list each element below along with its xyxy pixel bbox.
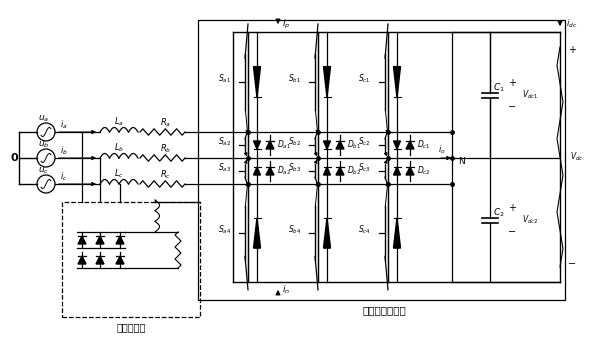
Text: $S_{c2}$: $S_{c2}$ bbox=[358, 136, 371, 148]
Polygon shape bbox=[406, 167, 414, 175]
Text: $L_c$: $L_c$ bbox=[114, 168, 124, 180]
Text: N: N bbox=[458, 158, 465, 167]
Text: $D_{a1}$: $D_{a1}$ bbox=[277, 139, 291, 151]
Polygon shape bbox=[394, 66, 401, 97]
Polygon shape bbox=[116, 236, 124, 244]
Polygon shape bbox=[254, 141, 260, 149]
Text: +: + bbox=[508, 203, 516, 213]
Text: $S_{b1}$: $S_{b1}$ bbox=[288, 73, 301, 85]
Polygon shape bbox=[406, 141, 414, 149]
Text: $u_a$: $u_a$ bbox=[38, 114, 50, 124]
Text: $i_a$: $i_a$ bbox=[60, 118, 68, 131]
Polygon shape bbox=[96, 236, 104, 244]
Polygon shape bbox=[323, 66, 331, 97]
Polygon shape bbox=[254, 167, 260, 175]
Text: $S_{c1}$: $S_{c1}$ bbox=[358, 73, 371, 85]
Polygon shape bbox=[336, 167, 344, 175]
Text: $R_a$: $R_a$ bbox=[160, 117, 171, 129]
Text: $i_n$: $i_n$ bbox=[282, 284, 290, 296]
Text: $i_o$: $i_o$ bbox=[438, 144, 446, 156]
Text: $D_{b2}$: $D_{b2}$ bbox=[347, 165, 361, 177]
Text: $V_{dc}$: $V_{dc}$ bbox=[570, 151, 583, 163]
Text: $i_c$: $i_c$ bbox=[60, 170, 68, 183]
Text: 0: 0 bbox=[10, 153, 18, 163]
Text: $S_{b4}$: $S_{b4}$ bbox=[288, 224, 301, 236]
Polygon shape bbox=[254, 218, 260, 248]
Text: $S_{a3}$: $S_{a3}$ bbox=[218, 162, 231, 174]
Text: $S_{c3}$: $S_{c3}$ bbox=[358, 162, 371, 174]
Text: $S_{b3}$: $S_{b3}$ bbox=[288, 162, 301, 174]
Text: $S_{a1}$: $S_{a1}$ bbox=[218, 73, 231, 85]
Polygon shape bbox=[394, 167, 401, 175]
Text: $R_b$: $R_b$ bbox=[160, 143, 171, 155]
Polygon shape bbox=[323, 218, 331, 248]
Text: $V_{dc2}$: $V_{dc2}$ bbox=[522, 214, 538, 226]
Text: $D_{c2}$: $D_{c2}$ bbox=[417, 165, 431, 177]
Text: $i_{dc}$: $i_{dc}$ bbox=[566, 18, 577, 30]
Bar bbox=[198, 20, 565, 300]
Text: −: − bbox=[508, 102, 516, 112]
Text: $D_{a2}$: $D_{a2}$ bbox=[277, 165, 291, 177]
Text: $u_c$: $u_c$ bbox=[38, 166, 50, 176]
Polygon shape bbox=[254, 66, 260, 97]
Polygon shape bbox=[266, 141, 274, 149]
Text: 有源电力滤波器: 有源电力滤波器 bbox=[362, 305, 406, 315]
Text: $D_{b1}$: $D_{b1}$ bbox=[347, 139, 361, 151]
Text: −: − bbox=[568, 259, 576, 269]
Text: $S_{a2}$: $S_{a2}$ bbox=[218, 136, 231, 148]
Polygon shape bbox=[78, 256, 86, 264]
Text: $C_1$: $C_1$ bbox=[493, 82, 505, 94]
Polygon shape bbox=[266, 167, 274, 175]
Text: $i_b$: $i_b$ bbox=[60, 144, 68, 157]
Polygon shape bbox=[336, 141, 344, 149]
Text: −: − bbox=[508, 227, 516, 237]
Text: $D_{c1}$: $D_{c1}$ bbox=[417, 139, 431, 151]
Polygon shape bbox=[116, 256, 124, 264]
Polygon shape bbox=[323, 167, 331, 175]
Text: $L_a$: $L_a$ bbox=[114, 116, 124, 128]
Text: $u_b$: $u_b$ bbox=[38, 140, 50, 150]
Text: +: + bbox=[568, 45, 576, 55]
Polygon shape bbox=[394, 141, 401, 149]
Text: $V_{dc1}$: $V_{dc1}$ bbox=[522, 89, 538, 101]
Polygon shape bbox=[323, 141, 331, 149]
Text: $L_b$: $L_b$ bbox=[114, 142, 124, 154]
Text: $C_2$: $C_2$ bbox=[493, 207, 505, 219]
Text: $R_c$: $R_c$ bbox=[160, 169, 171, 181]
Text: $S_{b2}$: $S_{b2}$ bbox=[288, 136, 301, 148]
Polygon shape bbox=[96, 256, 104, 264]
Text: +: + bbox=[508, 78, 516, 88]
Polygon shape bbox=[394, 218, 401, 248]
Bar bbox=[62, 202, 200, 317]
Polygon shape bbox=[78, 236, 86, 244]
Text: $S_{a4}$: $S_{a4}$ bbox=[218, 224, 231, 236]
Text: $S_{c4}$: $S_{c4}$ bbox=[358, 224, 371, 236]
Text: 非线性负载: 非线性负载 bbox=[116, 322, 146, 332]
Text: $i_p$: $i_p$ bbox=[282, 18, 290, 30]
